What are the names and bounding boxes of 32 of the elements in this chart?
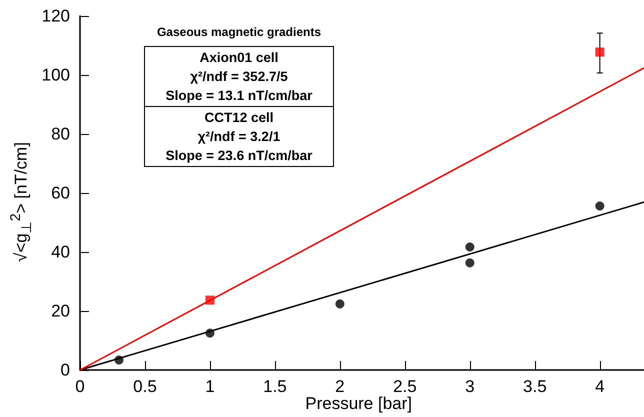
point <box>465 258 474 268</box>
y-tick-label: 20 <box>51 302 70 320</box>
y-tick-label: 100 <box>42 66 70 84</box>
y-tick-label: 60 <box>51 184 70 202</box>
x-tick-label: 3.5 <box>523 377 547 396</box>
annotation: χ²/ndf = 352.7/5 <box>190 69 288 84</box>
point <box>595 47 604 56</box>
y-tick-label: 0 <box>60 360 70 380</box>
y-tick-label: 120 <box>42 6 70 26</box>
x-tick-label: 1 <box>205 377 215 396</box>
x-tick-label: 2 <box>335 377 345 396</box>
annotation: Axion01 cell <box>200 50 278 65</box>
x-axis-title: Pressure [bar] <box>305 394 412 413</box>
text: Gaseous magnetic gradients <box>156 25 322 39</box>
annotation: Slope = 13.1 nT/cm/bar <box>166 88 312 103</box>
annotation: CCT12 cell <box>204 110 274 125</box>
y-tick-label: 40 <box>51 242 70 262</box>
point <box>595 201 604 210</box>
x-tick-label: 0 <box>75 377 85 396</box>
annotation: Slope = 23.6 nT/cm/bar <box>166 148 312 163</box>
x-tick-label: 1.5 <box>263 377 287 396</box>
x-tick-label: 0.5 <box>133 377 157 396</box>
x-tick-label: 2.5 <box>393 377 417 396</box>
annotation: χ²/ndf = 3.2/1 <box>198 129 280 144</box>
point <box>335 299 344 308</box>
point <box>465 242 474 252</box>
x-tick-label: 4 <box>595 377 605 396</box>
point <box>114 355 124 364</box>
point <box>205 328 214 338</box>
point <box>205 296 214 305</box>
x-tick-label: 3 <box>465 377 475 396</box>
y-tick-label: 80 <box>51 124 70 144</box>
